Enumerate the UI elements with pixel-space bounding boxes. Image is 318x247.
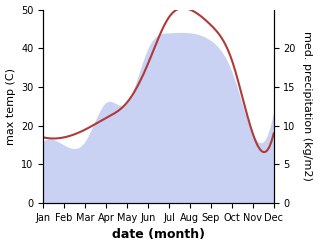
X-axis label: date (month): date (month) — [112, 228, 205, 242]
Y-axis label: med. precipitation (kg/m2): med. precipitation (kg/m2) — [302, 31, 313, 181]
Y-axis label: max temp (C): max temp (C) — [5, 68, 16, 145]
